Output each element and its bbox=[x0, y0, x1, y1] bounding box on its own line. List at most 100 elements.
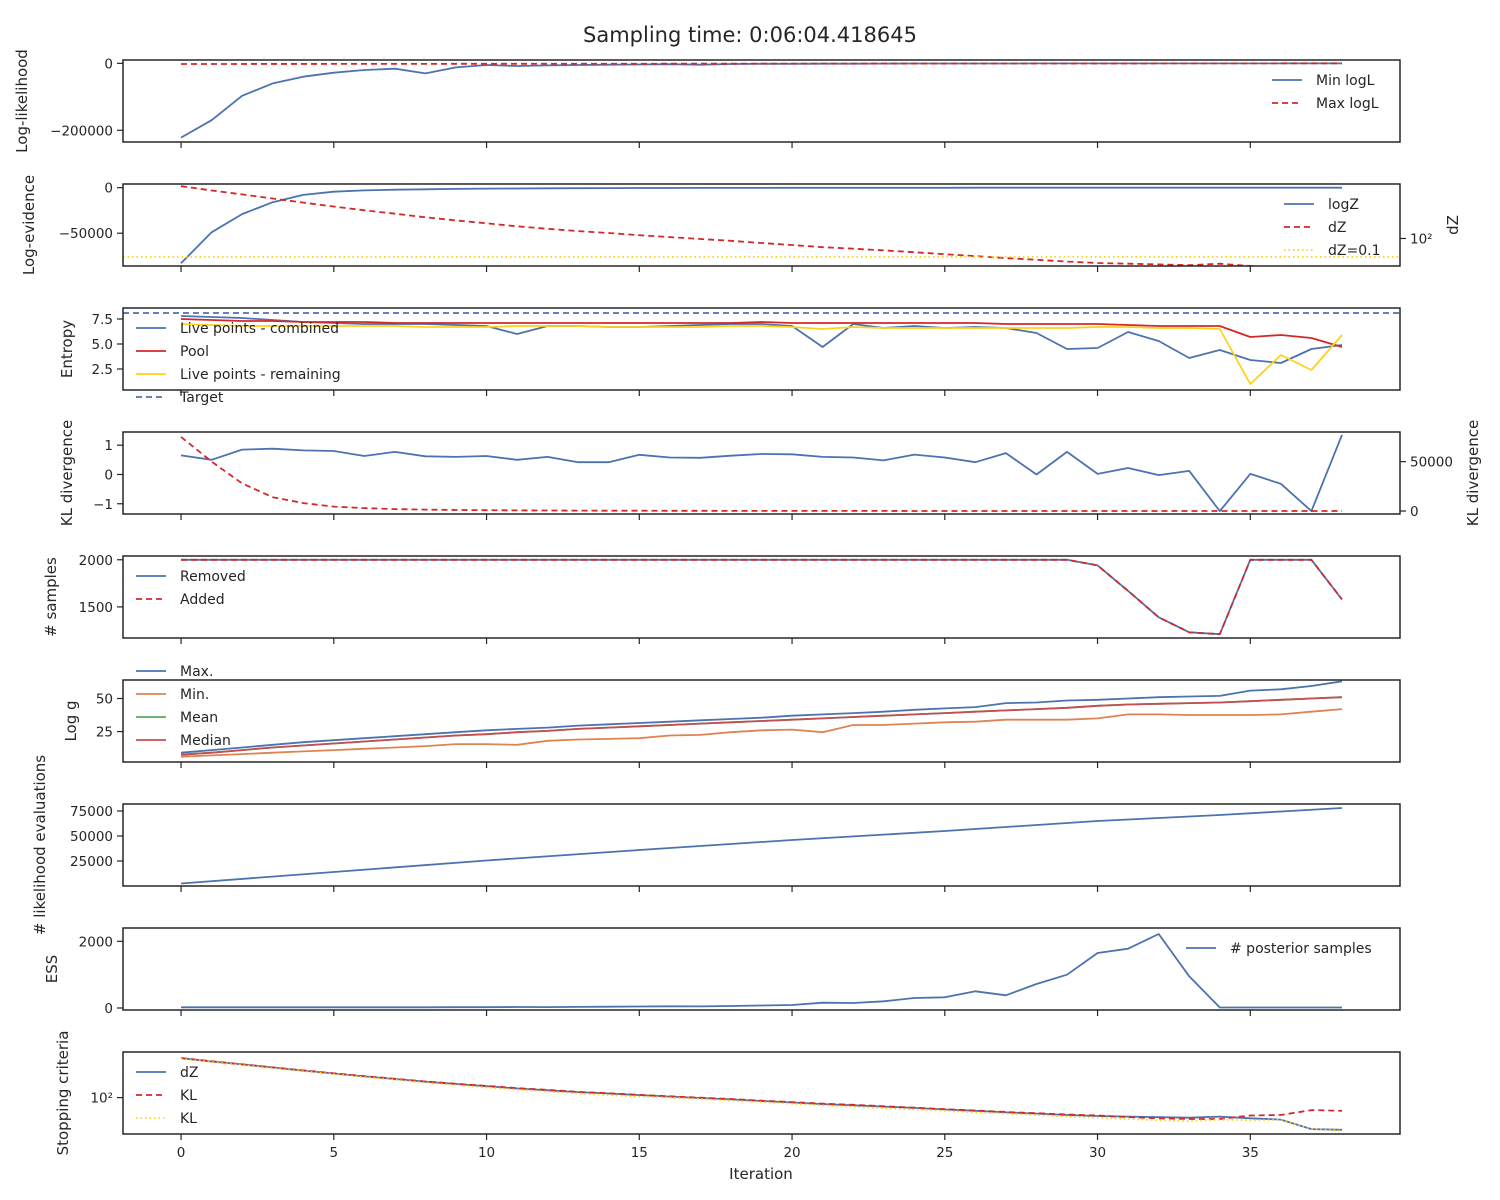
panel-8-frame bbox=[122, 927, 1401, 1011]
legend-label: Max. bbox=[180, 664, 213, 680]
series-line-kl bbox=[180, 1057, 1343, 1132]
legend: Removed Added bbox=[136, 569, 246, 608]
y-tick-label: 2.5 bbox=[92, 362, 113, 378]
legend: logZ dZ dZ=0.1 bbox=[1284, 197, 1380, 259]
series-line-dz bbox=[180, 185, 1267, 266]
panel-1-series bbox=[180, 62, 1343, 139]
series-line-median bbox=[180, 696, 1343, 756]
x-tick-label: 25 bbox=[936, 1145, 953, 1161]
legend: Live points - combined Pool Live points - … bbox=[136, 321, 341, 406]
panel-9: 10² 0 5 10 15 20 25 30 35 Stopping criteria dZ KL KL bbox=[54, 1031, 1401, 1161]
y-axis-label: # likelihood evaluations bbox=[31, 755, 49, 935]
x-tick-label: 5 bbox=[329, 1145, 338, 1161]
y-axis-label: # samples bbox=[42, 557, 60, 637]
y-tick-label: 1 bbox=[104, 438, 113, 454]
legend-label: Live points - remaining bbox=[180, 367, 341, 383]
series-line-posterior-samples bbox=[181, 933, 1342, 1009]
panel-3: 7.5 5.0 2.5 Entropy Live points - combined Po… bbox=[58, 307, 1401, 406]
legend-label: Min logL bbox=[1316, 73, 1375, 89]
y-tick-label: 0 bbox=[104, 56, 113, 72]
y-axis-label: Log-likelihood bbox=[13, 49, 31, 153]
x-axis-label: Iteration bbox=[729, 1165, 793, 1183]
legend: Min logL Max logL bbox=[1272, 73, 1379, 112]
panel-2-series bbox=[123, 185, 1400, 266]
y2-tick-label: 0 bbox=[1410, 504, 1419, 520]
series-line-logz bbox=[180, 186, 1342, 264]
y-tick-label: 7.5 bbox=[92, 312, 113, 328]
series-line-series-2 bbox=[180, 436, 1342, 512]
x-tick-label: 30 bbox=[1089, 1145, 1106, 1161]
panel-3-series bbox=[123, 312, 1400, 385]
series-line-pool bbox=[180, 318, 1343, 348]
legend-label: dZ=0.1 bbox=[1328, 243, 1380, 259]
series-line-series-1 bbox=[180, 807, 1343, 885]
legend: # posterior samples bbox=[1186, 941, 1372, 957]
legend-label: KL bbox=[180, 1111, 197, 1127]
legend-label: dZ bbox=[180, 1065, 198, 1081]
legend-label: # posterior samples bbox=[1230, 941, 1372, 957]
y-tick-label: 5.0 bbox=[92, 337, 113, 353]
figure-title: Sampling time: 0:06:04.418645 bbox=[583, 23, 917, 47]
y-tick-label: 50 bbox=[96, 692, 113, 708]
legend-label: Added bbox=[180, 592, 225, 608]
y-tick-label: 1500 bbox=[79, 600, 113, 616]
legend: Max. Min. Mean Median bbox=[136, 664, 231, 749]
y-tick-label: 25 bbox=[96, 725, 113, 741]
y-tick-label: 2000 bbox=[79, 934, 113, 950]
y-tick-label: −50000 bbox=[59, 226, 113, 242]
legend-label: Median bbox=[180, 733, 231, 749]
panel-7-series bbox=[180, 807, 1343, 885]
series-line-max-logl bbox=[180, 62, 1343, 65]
legend-label: logZ bbox=[1328, 197, 1359, 213]
y-tick-label: 0 bbox=[104, 467, 113, 483]
series-line-max bbox=[180, 680, 1343, 754]
series-line-min bbox=[180, 708, 1343, 758]
x-tick-label: 10 bbox=[478, 1145, 495, 1161]
panel-6: 50 25 Log g Max. Min. Mean Median bbox=[62, 664, 1401, 768]
y-axis-label: KL divergence bbox=[58, 420, 76, 526]
panel-8-series bbox=[181, 933, 1342, 1009]
x-tick-label: 20 bbox=[783, 1145, 800, 1161]
y-tick-label: 2000 bbox=[79, 553, 113, 569]
legend-label: KL bbox=[180, 1088, 197, 1104]
series-line-series-1 bbox=[180, 434, 1343, 513]
y-tick-label: 0 bbox=[104, 181, 113, 197]
panel-4-frame bbox=[122, 431, 1401, 515]
panel-1: 0 −200000 Log-likelihood Min logL Max logL bbox=[13, 49, 1401, 153]
y2-tick-label: 10² bbox=[1410, 231, 1433, 247]
y-tick-label: 0 bbox=[104, 1001, 113, 1017]
panel-7-frame bbox=[122, 803, 1401, 887]
y2-axis-label: KL divergence bbox=[1464, 420, 1482, 526]
x-tick-label: 0 bbox=[177, 1145, 186, 1161]
x-tick-label: 35 bbox=[1242, 1145, 1259, 1161]
series-line-live-points-combined bbox=[180, 315, 1343, 364]
y2-tick-label: 50000 bbox=[1410, 455, 1453, 471]
series-line-added bbox=[181, 558, 1343, 636]
y-axis-label: Entropy bbox=[58, 320, 76, 378]
panel-4-series bbox=[180, 434, 1343, 513]
y-tick-label: 50000 bbox=[70, 829, 113, 845]
legend-label: Max logL bbox=[1316, 96, 1379, 112]
panel-3-frame bbox=[122, 307, 1401, 391]
series-line-live-points-remaining bbox=[180, 323, 1343, 385]
y2-axis-label: dZ bbox=[1444, 215, 1462, 235]
panel-1-frame bbox=[122, 59, 1401, 143]
y-axis-label: ESS bbox=[43, 955, 61, 984]
panel-5-series bbox=[181, 558, 1343, 636]
legend-label: Pool bbox=[180, 344, 209, 360]
panel-2-frame bbox=[122, 183, 1401, 267]
y-tick-label: −1 bbox=[93, 497, 113, 513]
panel-9-series bbox=[180, 1057, 1343, 1132]
y-tick-label: 25000 bbox=[70, 854, 113, 870]
legend: dZ KL KL bbox=[136, 1065, 198, 1127]
legend-label: dZ bbox=[1328, 220, 1346, 236]
panel-5-frame bbox=[122, 555, 1401, 639]
legend-label: Removed bbox=[180, 569, 246, 585]
panel-6-series bbox=[180, 680, 1343, 758]
y-axis-label: Stopping criteria bbox=[54, 1031, 72, 1156]
legend-label: Live points - combined bbox=[180, 321, 339, 337]
y-axis-label: Log-evidence bbox=[20, 175, 38, 275]
legend-label: Min. bbox=[180, 687, 209, 703]
panel-8: 2000 0 ESS # posterior samples bbox=[43, 927, 1401, 1017]
